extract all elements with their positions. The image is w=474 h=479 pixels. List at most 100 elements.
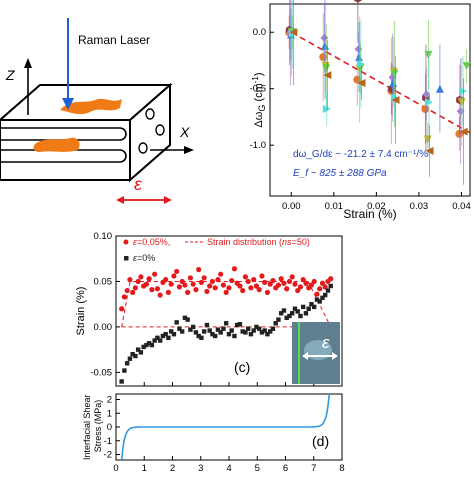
data-point-strained (207, 283, 213, 289)
data-point (462, 62, 471, 71)
data-point (322, 105, 331, 114)
data-point-unstrained (298, 313, 303, 319)
data-point-unstrained (289, 311, 295, 316)
data-point-strained (223, 289, 229, 295)
x-axis-label: X (179, 124, 190, 140)
legend-label-strain: ε=0.05%, (133, 237, 170, 247)
data-point-unstrained (182, 315, 188, 321)
schematic-panel: Raman Laser Z X ε (0, 18, 194, 204)
graphene-flake-front (33, 137, 80, 152)
x-tick-label: 8 (339, 463, 344, 474)
x-tick-label: 0.00 (282, 201, 301, 212)
data-point-strained (132, 285, 139, 291)
data-point-unstrained (135, 347, 141, 352)
data-point-unstrained (188, 327, 193, 332)
data-point-strained (121, 294, 128, 300)
data-point-unstrained (130, 351, 135, 357)
data-point-unstrained (199, 335, 204, 341)
data-point-unstrained (278, 311, 284, 316)
data-point-strained (300, 277, 306, 283)
y-axis-label: Strain (%) (75, 287, 87, 336)
data-point-strained (242, 274, 249, 280)
data-point-strained (185, 289, 191, 295)
data-point (425, 146, 434, 155)
data-point-unstrained (223, 321, 229, 326)
data-point-strained (124, 287, 130, 294)
annotation-modulus: E_f ~ 825 ± 288 GPa (293, 168, 387, 179)
data-point-strained (146, 276, 152, 282)
data-point (390, 70, 399, 79)
data-point-strained (174, 268, 180, 275)
data-point-unstrained (259, 330, 265, 335)
x-tick-label: 5 (255, 463, 260, 474)
data-point-strained (297, 284, 304, 290)
data-point-strained (179, 278, 185, 285)
graphene-flake-top (60, 98, 122, 115)
data-point-unstrained (179, 329, 185, 334)
data-point-strained (176, 284, 183, 290)
data-point-unstrained (157, 338, 163, 343)
data-point-strained (154, 286, 161, 292)
data-point-unstrained (212, 333, 218, 339)
data-point (421, 105, 430, 114)
data-point-unstrained (234, 322, 240, 328)
data-point-strained (292, 281, 298, 287)
data-point-unstrained (146, 341, 152, 346)
x-tick-label: 0.02 (367, 201, 386, 212)
data-point-unstrained (215, 327, 221, 332)
data-point-unstrained (201, 329, 207, 334)
data-point-strained (119, 306, 125, 312)
data-point-unstrained (245, 326, 251, 331)
data-point-unstrained (262, 328, 267, 333)
data-point-strained (328, 276, 334, 282)
data-point-unstrained (325, 288, 331, 293)
data-point-strained (319, 280, 326, 286)
data-point (356, 59, 365, 68)
data-point (357, 79, 366, 88)
y-tick-label: 0.0 (253, 27, 266, 38)
data-point-unstrained (174, 320, 179, 325)
panel-label-c: (c) (234, 359, 250, 375)
data-point-strained (215, 277, 221, 283)
x-tick-label: 0.01 (325, 201, 344, 212)
data-point-unstrained (166, 335, 171, 341)
data-point-strained (204, 288, 210, 295)
data-point-strained (165, 289, 172, 295)
data-point-unstrained (207, 328, 212, 333)
plot-frame (269, 3, 471, 197)
laser-label: Raman Laser (78, 33, 150, 47)
data-point-strained (240, 287, 246, 294)
raman-shift-chart: 0.00 0.01 0.02 0.03 0.04 0.0 -0.5 -1.0 ΔωG (cm-… (250, 0, 471, 221)
data-point-strained (163, 277, 169, 283)
data-point-strained (275, 282, 282, 288)
data-point-unstrained (171, 331, 177, 337)
data-point-unstrained (204, 322, 210, 328)
data-point-strained (201, 275, 207, 281)
x-axis-arrowhead (184, 146, 194, 154)
inset-arrowhead-left (302, 352, 308, 360)
data-point-unstrained (138, 350, 144, 355)
data-point-strained (212, 285, 218, 291)
data-point-strained (267, 281, 273, 287)
data-point-strained (256, 287, 262, 293)
panel-label-d: (d) (312, 433, 329, 449)
side-hole-1 (145, 108, 155, 120)
y-tick-label: -0.5 (250, 84, 266, 95)
data-point-strained (226, 285, 232, 291)
data-point-unstrained (300, 304, 306, 310)
z-axis-label: Z (5, 67, 15, 83)
data-point-unstrained (152, 338, 157, 343)
legend-label-zero: ε=0% (133, 253, 155, 263)
inset-epsilon: ε (322, 333, 330, 352)
data-point-strained (286, 278, 293, 285)
data-point-unstrained (287, 313, 292, 319)
x-tick-label: 0.04 (452, 201, 471, 212)
x-tick-label: 7 (311, 463, 316, 474)
data-point-strained (251, 277, 257, 283)
data-point-strained (308, 282, 315, 288)
data-point-unstrained (155, 335, 160, 341)
data-point (424, 50, 433, 59)
data-point-unstrained (320, 295, 325, 301)
data-point-unstrained (177, 326, 182, 331)
